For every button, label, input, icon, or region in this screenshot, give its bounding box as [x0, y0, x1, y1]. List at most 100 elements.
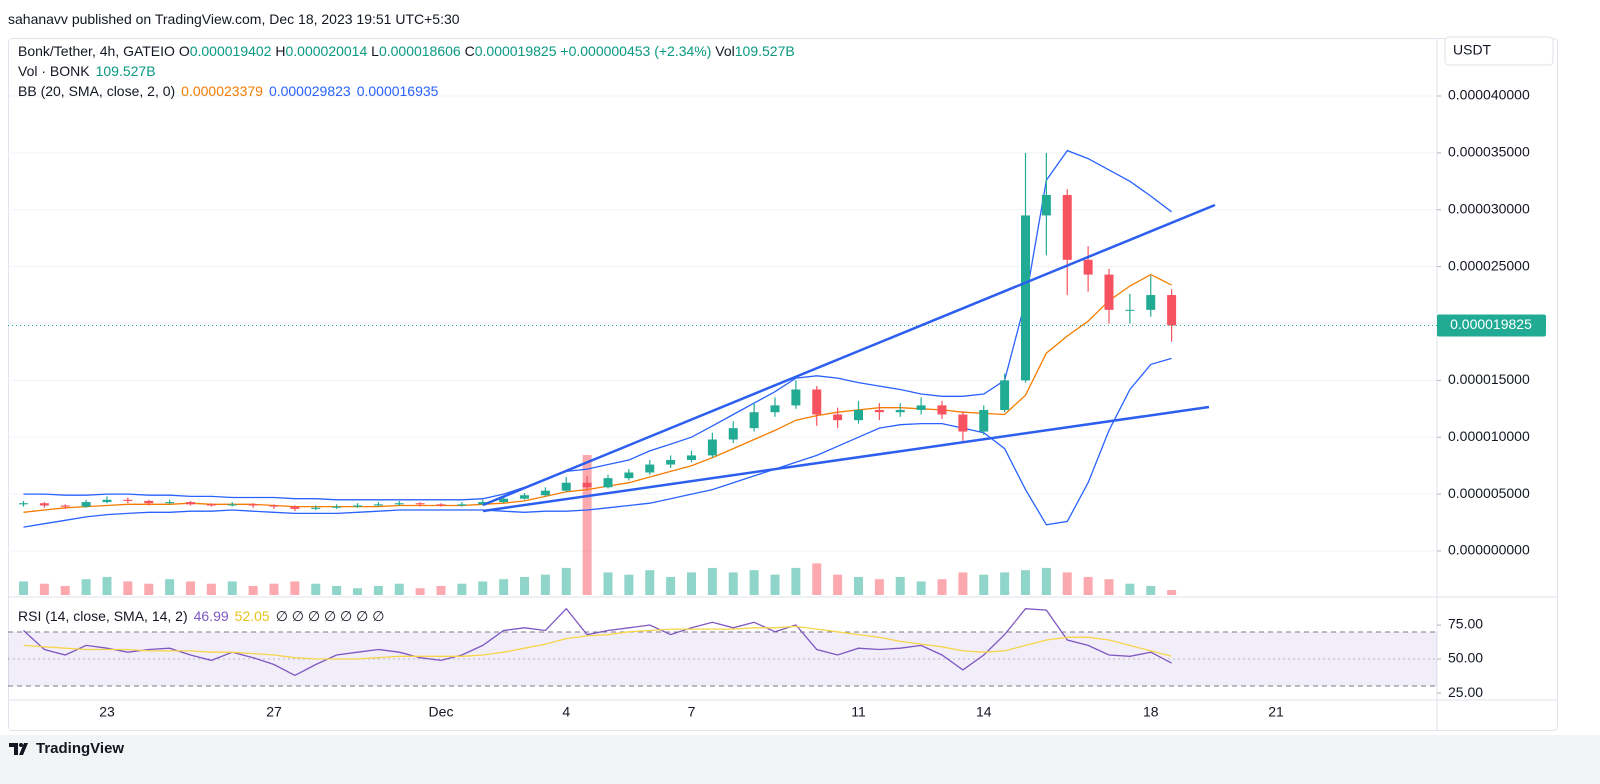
open-value: 0.000019402: [189, 43, 272, 59]
volume-bar: [102, 576, 112, 595]
candle-body: [520, 495, 529, 499]
footer-bar: [0, 735, 1600, 784]
volume-bar: [895, 576, 905, 595]
footer-logo[interactable]: TradingView: [36, 740, 125, 757]
volume-bar: [206, 583, 216, 595]
volume-bar: [603, 572, 613, 595]
close-label: C: [464, 43, 475, 59]
candle-body: [394, 503, 404, 505]
candle-body: [1000, 380, 1010, 410]
candle-body: [144, 500, 154, 504]
candle-body: [206, 504, 216, 506]
candle-body: [728, 428, 738, 440]
bb-lower: 0.000016935: [356, 83, 439, 99]
candle-body: [227, 504, 237, 506]
volume-value: 109.527B: [734, 43, 795, 59]
volume-legend-label[interactable]: Vol · BONK: [18, 63, 90, 79]
logo-icon[interactable]: [9, 741, 33, 757]
volume-bar: [1146, 585, 1156, 595]
volume-bar: [833, 574, 843, 595]
candle-body: [311, 507, 321, 509]
candle-body: [1041, 194, 1051, 216]
high-label: H: [275, 43, 286, 59]
rsi-value: 46.99: [193, 608, 229, 624]
symbol-legend: Bonk/Tether, 4h, GATEIO O0.000019402 H0.…: [18, 43, 795, 59]
y-tick-label: 0.000010000: [1448, 428, 1530, 444]
candle-body: [1021, 215, 1030, 381]
candle-body: [603, 478, 613, 488]
open-label: O: [178, 43, 190, 59]
high-value: 0.000020014: [285, 43, 368, 59]
candle-body: [561, 482, 571, 491]
candle-body: [979, 409, 989, 432]
y-tick-label: 0.000005000: [1448, 485, 1530, 501]
candle-body: [165, 502, 175, 504]
volume-bar: [812, 563, 822, 595]
candle-body: [102, 499, 112, 503]
volume-bar: [60, 585, 70, 595]
volume-bar: [874, 579, 884, 595]
rsi-extras: ∅ ∅ ∅ ∅ ∅ ∅ ∅: [275, 608, 385, 624]
volume-bar: [1083, 576, 1093, 595]
candle-body: [770, 405, 780, 413]
volume-bar: [520, 576, 529, 595]
trendline-lower: [482, 405, 1210, 513]
candle-body: [645, 464, 655, 473]
candle-body: [916, 405, 926, 410]
volume-bar: [353, 588, 362, 595]
volume-bar: [728, 572, 738, 595]
volume-bar: [687, 572, 696, 595]
candle-body: [707, 439, 717, 456]
x-tick-label: 7: [688, 704, 696, 720]
volume-bar: [645, 570, 655, 595]
x-tick-label: 11: [851, 704, 866, 720]
volume-bar: [81, 579, 91, 595]
candle-body: [749, 412, 759, 429]
x-tick-label: 4: [562, 704, 570, 720]
currency[interactable]: USDT: [1453, 42, 1492, 58]
volume-bar: [19, 581, 28, 595]
rsi-line: [23, 625, 1172, 660]
y-tick-label: 0.000040000: [1448, 87, 1530, 103]
candle-body: [624, 472, 634, 479]
volume-bar: [311, 583, 321, 595]
currency-box[interactable]: [1444, 36, 1554, 66]
bollinger-line: [23, 149, 1172, 501]
y-tick-label: 0.000000000: [1448, 542, 1530, 558]
rsi-label[interactable]: RSI (14, close, SMA, 14, 2): [18, 608, 188, 624]
volume-bar: [707, 567, 717, 595]
volume-bar: [1000, 572, 1010, 595]
candle-body: [373, 504, 383, 506]
candle-body: [937, 405, 947, 415]
volume-bar: [540, 574, 550, 595]
candle-body: [854, 409, 863, 421]
x-tick-label: 14: [976, 704, 992, 720]
candle-body: [123, 499, 133, 501]
volume-bar: [1021, 570, 1030, 595]
volume-bar: [290, 581, 300, 595]
y-tick-label: 0.000025000: [1448, 257, 1530, 273]
x-tick-label: Dec: [429, 704, 454, 720]
logo-dot: [19, 743, 23, 747]
candle-body: [791, 389, 801, 406]
volume-bar: [1104, 579, 1114, 595]
candle-body: [290, 506, 300, 509]
candle-body: [60, 505, 70, 507]
bb-label[interactable]: BB (20, SMA, close, 2, 0): [18, 83, 176, 99]
volume-bar: [332, 585, 342, 595]
volume-bar: [144, 583, 154, 595]
candle-body: [269, 505, 279, 507]
candle-body: [1062, 194, 1072, 260]
volume-bar: [394, 583, 404, 595]
volume-label: Vol: [715, 43, 735, 59]
symbol[interactable]: Bonk/Tether, 4h, GATEIO: [18, 43, 175, 59]
candle-body: [415, 503, 425, 505]
candle-body: [1083, 259, 1093, 275]
candle-body: [186, 502, 195, 505]
candle-body: [958, 414, 968, 432]
y-tick-label: 50.00: [1448, 650, 1483, 666]
volume-bar: [123, 581, 133, 595]
candle-body: [687, 455, 696, 460]
y-tick-label: 0.000035000: [1448, 144, 1530, 160]
